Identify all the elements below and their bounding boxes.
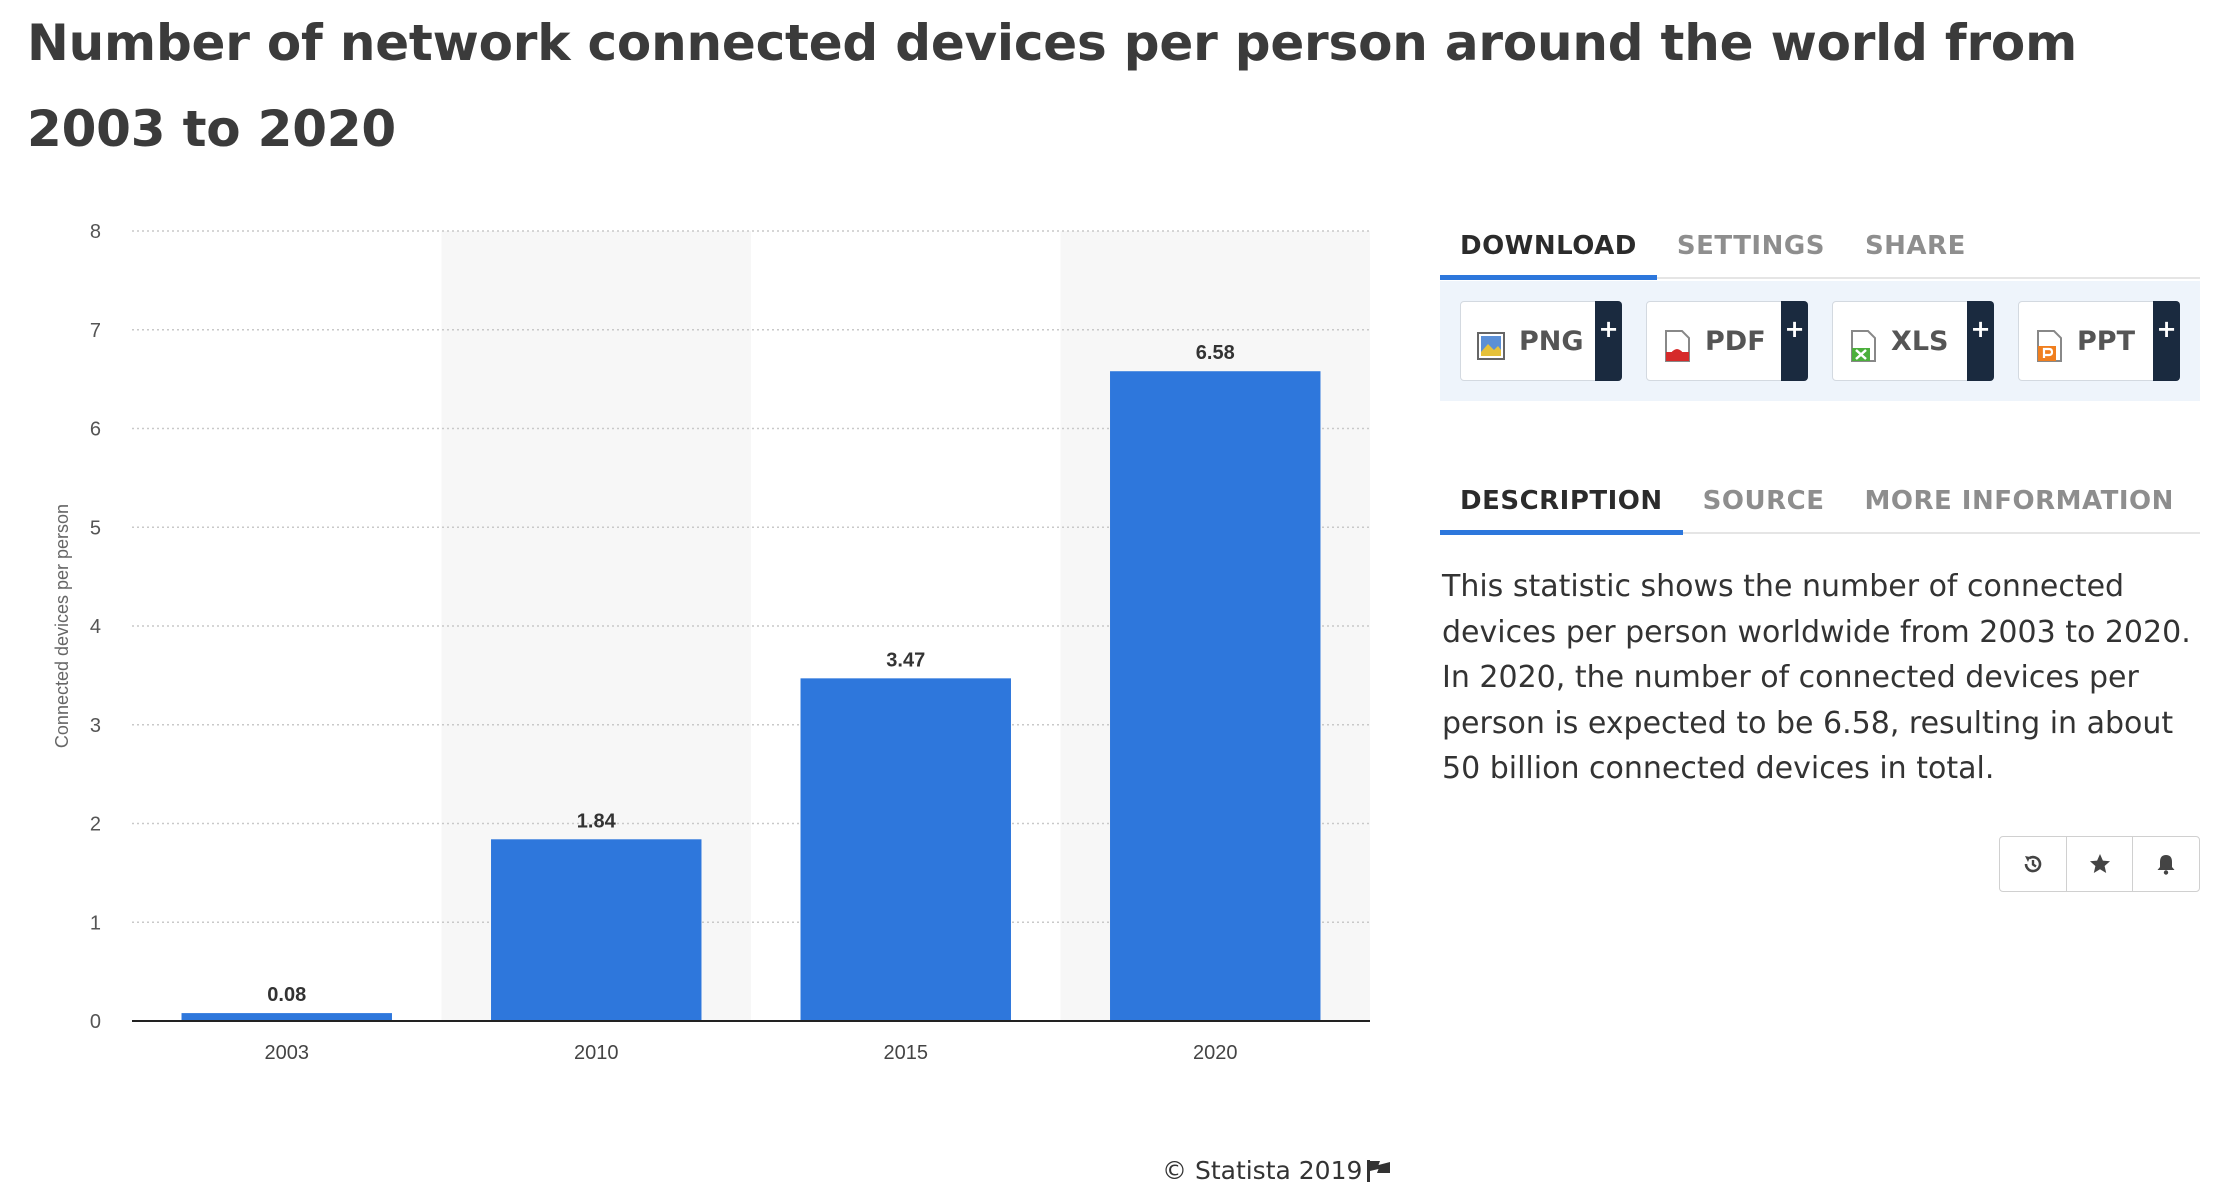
xls-file-icon [1851,330,1876,362]
y-tick-label: 2 [90,814,101,836]
data-label: 1.84 [577,810,617,832]
history-button[interactable] [2000,837,2067,891]
y-tick-label: 1 [90,912,101,934]
bar-chart: 0 1 2 3 4 5 6 7 8 0.08 2003 1.84 2010 3.47 2015 6.58 202… [52,221,1370,1064]
action-button-group [1999,836,2200,892]
x-tick-label: 2003 [265,1042,310,1064]
bar-2003 [181,1013,392,1021]
page-title: Number of network connected devices per … [27,14,2077,158]
y-tick-label: 3 [90,715,101,737]
tab-description[interactable]: DESCRIPTION [1440,470,1683,535]
star-icon [2089,854,2110,873]
tab-source[interactable]: SOURCE [1702,486,1825,516]
x-tick-label: 2020 [1193,1042,1238,1064]
y-tick-label: 5 [90,517,101,539]
pdf-download-button[interactable]: PDF + [1646,301,1808,381]
ppt-more-button[interactable]: + [2153,301,2180,381]
png-download-button[interactable]: PNG + [1460,301,1622,381]
favorite-button[interactable] [2067,837,2134,891]
ppt-label: PPT [2077,326,2135,357]
data-label: 6.58 [1196,342,1235,364]
ppt-file-icon [2037,330,2062,362]
copyright: © Statista 2019 [1162,1156,1392,1185]
x-tick-label: 2015 [884,1042,929,1064]
tab-settings[interactable]: SETTINGS [1676,231,1825,261]
data-label: 3.47 [886,649,925,671]
tab-download[interactable]: DOWNLOAD [1440,215,1657,280]
pdf-label: PDF [1705,326,1766,357]
notification-button[interactable] [2133,837,2199,891]
description-text: This statistic shows the number of conne… [1442,569,2191,786]
y-tick-label: 7 [90,320,101,342]
bar-2020 [1110,371,1321,1022]
bell-icon [2157,855,2175,875]
xls-download-button[interactable]: XLS + [1832,301,1994,381]
download-panel: PNG + PDF + XLS + PPT + [1440,281,2200,401]
y-tick-label: 6 [90,419,101,441]
bar-2010 [491,839,702,1021]
ppt-download-button[interactable]: PPT + [2018,301,2180,381]
flag-icon[interactable] [1366,1159,1392,1183]
tab-more-information[interactable]: MORE INFORMATION [1864,486,2174,516]
y-tick-label: 8 [90,221,101,243]
x-tick-label: 2010 [574,1042,619,1064]
xls-more-button[interactable]: + [1967,301,1994,381]
copyright-text: © Statista 2019 [1162,1156,1363,1185]
pdf-file-icon [1665,330,1690,362]
data-label: 0.08 [267,984,306,1006]
tab-share[interactable]: SHARE [1864,231,1966,261]
download-tab-bar: DOWNLOAD SETTINGS SHARE [1440,215,2200,280]
y-tick-label: 0 [90,1011,101,1033]
png-more-button[interactable]: + [1595,301,1622,381]
y-tick-label: 4 [90,616,101,638]
bar-2015 [800,678,1011,1021]
history-icon [2024,855,2042,873]
xls-label: XLS [1891,326,1949,357]
png-file-icon [1477,332,1505,360]
png-label: PNG [1519,326,1584,357]
info-tab-bar: DESCRIPTION SOURCE MORE INFORMATION [1440,470,2200,535]
y-axis-label: Connected devices per person [52,504,72,748]
pdf-more-button[interactable]: + [1781,301,1808,381]
